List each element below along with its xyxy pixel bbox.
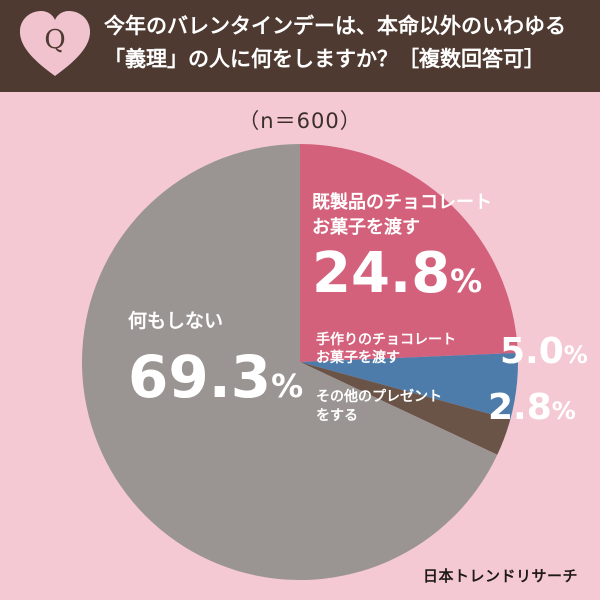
pie-slice-0 bbox=[300, 144, 518, 362]
badge-letter: Q bbox=[44, 25, 65, 55]
label-sonota-line1: その他のプレゼント bbox=[316, 389, 442, 405]
label-tezukuri: 手作りのチョコレート お菓子を渡す bbox=[316, 331, 456, 367]
label-kiseihin: 既製品のチョコレート お菓子を渡す 24.8% bbox=[312, 190, 492, 317]
value-nanimo: 69.3% bbox=[128, 344, 303, 425]
label-sonota-line2: をする bbox=[316, 408, 358, 424]
value-nanimo-number: 69.3 bbox=[128, 343, 272, 411]
label-kiseihin-line1: 既製品のチョコレート bbox=[312, 192, 492, 213]
label-kiseihin-line2: お菓子を渡す bbox=[312, 217, 420, 238]
label-nanimo-line1: 何もしない bbox=[128, 310, 224, 332]
value-tezukuri-number: 5.0 bbox=[500, 331, 564, 372]
pie-slice-2 bbox=[300, 362, 511, 455]
question-title: 今年のバレンタインデーは、本命以外のいわゆる 「義理」の人に何をしますか？［複数… bbox=[104, 10, 594, 76]
heart-q-icon: Q bbox=[19, 11, 91, 76]
label-nanimo: 何もしない 69.3% bbox=[128, 308, 303, 425]
pie-slice-1 bbox=[300, 352, 518, 420]
label-sonota: その他のプレゼント をする bbox=[316, 388, 442, 426]
value-nanimo-unit: % bbox=[271, 367, 304, 405]
value-kiseihin-number: 24.8 bbox=[312, 241, 451, 306]
value-sonota: 2.8% bbox=[488, 386, 576, 436]
value-tezukuri-unit: % bbox=[563, 341, 588, 369]
value-sonota-unit: % bbox=[551, 397, 576, 425]
header-bar: Q 今年のバレンタインデーは、本命以外のいわゆる 「義理」の人に何をしますか？［… bbox=[0, 0, 600, 92]
label-tezukuri-line2: お菓子を渡す bbox=[316, 350, 400, 366]
value-tezukuri: 5.0% bbox=[500, 330, 588, 380]
question-line-2: 「義理」の人に何をしますか？［複数回答可］ bbox=[104, 47, 545, 71]
label-tezukuri-line1: 手作りのチョコレート bbox=[316, 332, 456, 348]
value-sonota-number: 2.8 bbox=[488, 387, 552, 428]
pie-slice-3 bbox=[82, 144, 498, 580]
value-kiseihin: 24.8% bbox=[312, 244, 492, 317]
question-line-1: 今年のバレンタインデーは、本命以外のいわゆる bbox=[104, 14, 566, 38]
value-kiseihin-unit: % bbox=[450, 262, 483, 300]
sample-size: （n＝600） bbox=[238, 109, 362, 133]
source-credit: 日本トレンドリサーチ bbox=[422, 567, 578, 585]
